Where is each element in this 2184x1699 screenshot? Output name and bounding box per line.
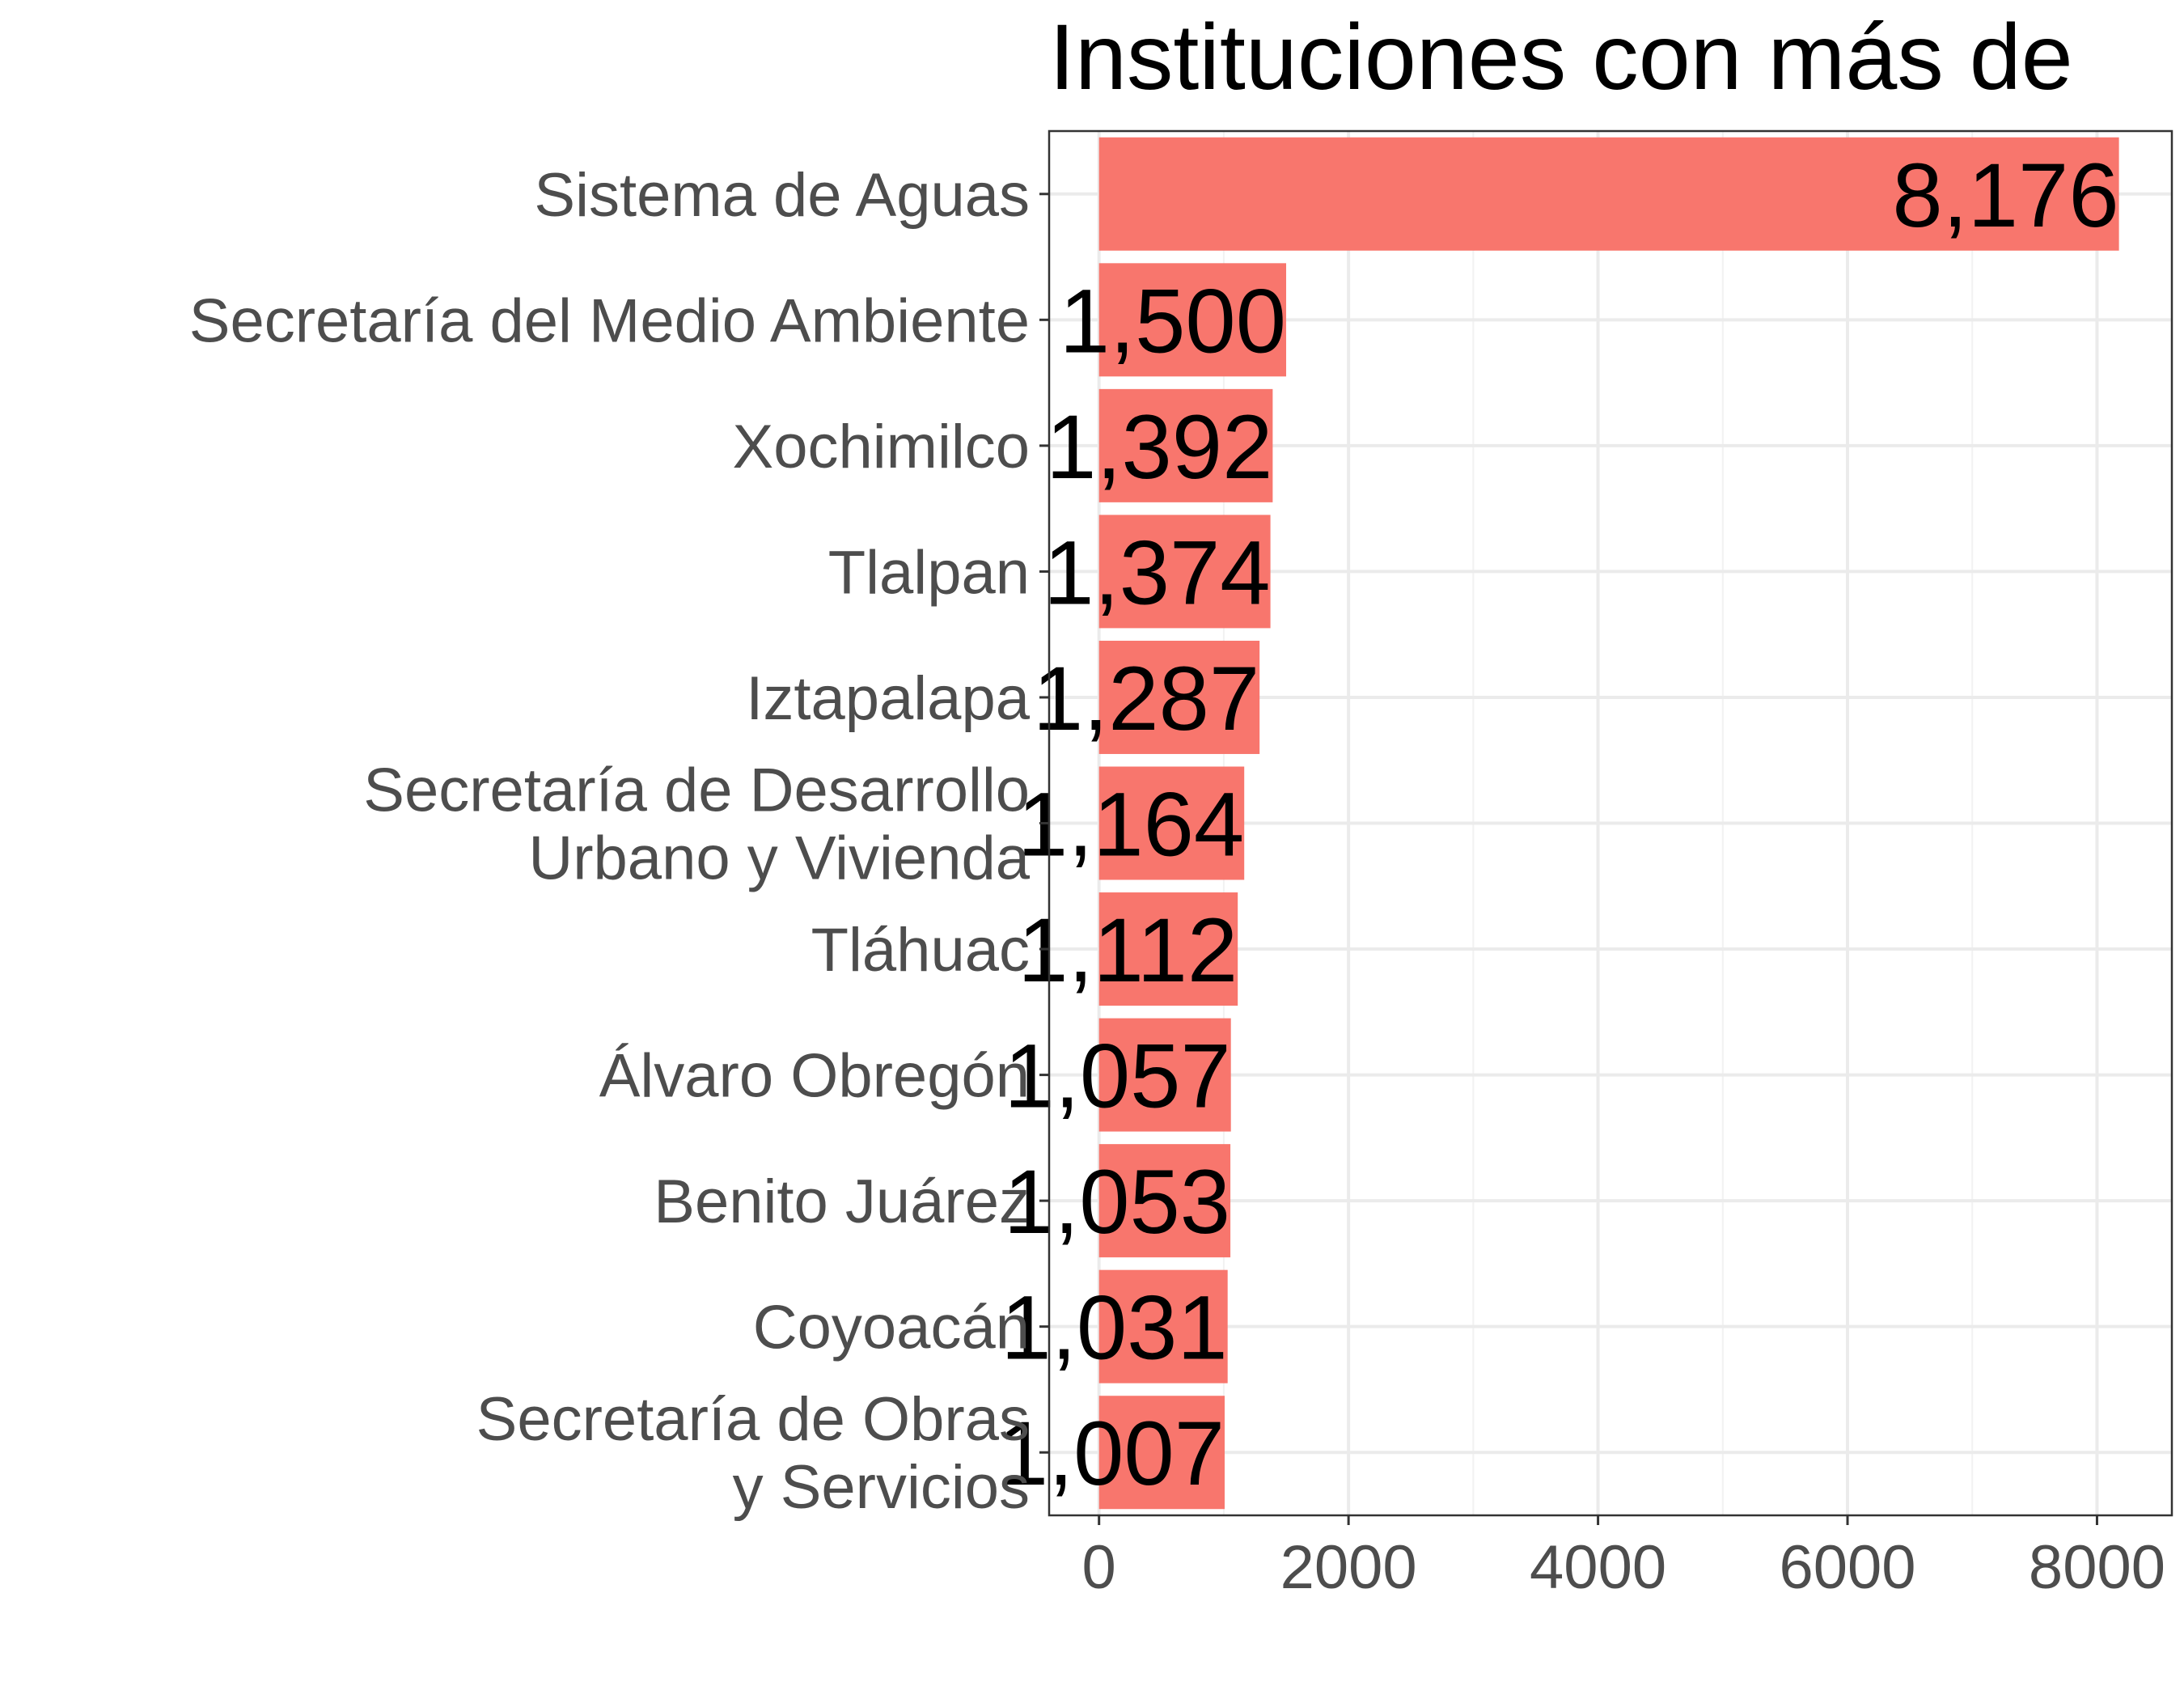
- bar: [1098, 515, 1271, 629]
- value-label: 8,176: [1892, 145, 2118, 246]
- bar: [1098, 892, 1238, 1006]
- bar: [1098, 1269, 1228, 1383]
- y-tick-label: Iztapalapa: [746, 664, 1030, 733]
- bars: [1098, 137, 2119, 1510]
- value-label: 1,164: [1018, 774, 1244, 875]
- chart-title-text: Instituciones con más de: [1049, 6, 2073, 109]
- y-tick-label: Tlalpan: [828, 538, 1030, 607]
- value-label: 1,392: [1046, 396, 1272, 498]
- value-label: 1,031: [1001, 1277, 1227, 1379]
- value-label: 1,007: [998, 1403, 1225, 1504]
- y-tick-label: Benito Juárez: [654, 1167, 1030, 1236]
- x-tick-label: 8000: [2029, 1533, 2165, 1602]
- bar: [1098, 1018, 1231, 1132]
- bar: [1098, 137, 2119, 251]
- x-tick-label: 2000: [1280, 1533, 1417, 1602]
- bar: [1098, 1396, 1225, 1510]
- value-label: 1,112: [1018, 900, 1238, 1001]
- value-label: 1,057: [1004, 1026, 1230, 1127]
- y-tick-label: Secretaría de Obras y Servicios: [476, 1385, 1030, 1522]
- x-tick-label: 0: [1082, 1533, 1116, 1602]
- bar: [1098, 263, 1287, 377]
- y-tick-label: Álvaro Obregón: [599, 1042, 1030, 1111]
- y-tick-label: Xochimilco: [733, 413, 1030, 481]
- bar: [1098, 1144, 1231, 1258]
- bar: [1098, 766, 1245, 880]
- value-label: 1,053: [1004, 1151, 1230, 1252]
- x-tick-label: 6000: [1779, 1533, 1915, 1602]
- value-label: 1,287: [1033, 648, 1259, 749]
- y-tick-label: Sistema de Aguas: [534, 161, 1030, 230]
- value-labels: 8,176 1,500 1,392 1,374 1,287 1,164 1,112 1,057…: [998, 145, 2119, 1504]
- x-tick-label: 4000: [1530, 1533, 1666, 1602]
- bar: [1098, 388, 1273, 502]
- chart-title: Instituciones con más de: [1049, 6, 2073, 109]
- y-axis: Sistema de Aguas Secretaría del Medio Amb…: [189, 161, 1049, 1522]
- x-axis: 0 2000 4000 6000 8000: [1082, 1515, 2165, 1602]
- value-label: 1,500: [1060, 270, 1286, 371]
- y-tick-label: Tláhuac: [811, 916, 1030, 985]
- y-tick-label: Secretaría del Medio Ambiente: [189, 286, 1030, 355]
- y-tick-label: Coyoacán: [753, 1294, 1030, 1362]
- bar: [1098, 640, 1260, 754]
- value-label: 1,374: [1043, 522, 1270, 623]
- y-tick-label: Secretaría de Desarrollo Urbano y Viviend…: [363, 756, 1030, 893]
